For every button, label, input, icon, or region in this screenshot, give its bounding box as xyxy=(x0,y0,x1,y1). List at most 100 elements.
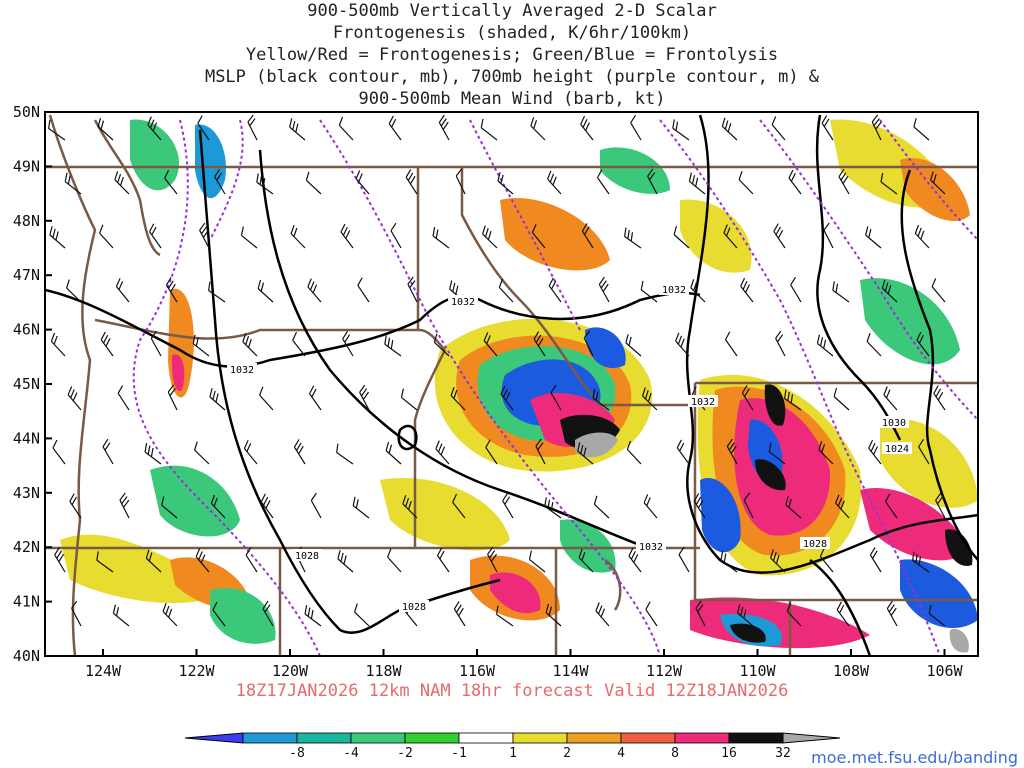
wind-barb xyxy=(545,603,562,627)
wind-barb xyxy=(69,493,82,519)
svg-text:1028: 1028 xyxy=(295,551,319,562)
height-contour xyxy=(319,119,661,656)
height-contour xyxy=(132,119,321,656)
wind-barb xyxy=(452,493,466,519)
wind-barb xyxy=(450,386,466,411)
wind-barb xyxy=(688,172,706,195)
wind-barb xyxy=(352,496,370,519)
longitude-label: 108W xyxy=(833,662,870,680)
colorbar-swatch xyxy=(566,732,622,744)
wind-barb xyxy=(502,492,514,519)
wind-barb xyxy=(500,385,514,411)
colorbar-label: 4 xyxy=(617,746,625,761)
wind-barb xyxy=(384,335,402,357)
colorbar-label: -1 xyxy=(451,746,467,761)
wind-barb xyxy=(645,601,658,627)
wind-barb xyxy=(357,277,370,303)
wind-barb xyxy=(869,547,882,573)
wind-barb xyxy=(693,493,706,519)
wind-barb xyxy=(199,222,210,249)
wind-barb xyxy=(885,493,898,519)
contour-label: 1032 xyxy=(636,540,666,553)
wind-barb xyxy=(544,497,562,519)
wind-barb xyxy=(786,602,802,627)
wind-barb xyxy=(195,548,210,573)
wind-barb xyxy=(243,440,258,465)
wind-barb xyxy=(535,438,546,465)
shade-wy-black2 xyxy=(755,459,786,491)
height-contour xyxy=(469,119,581,331)
wind-barb xyxy=(931,278,946,303)
coastline xyxy=(48,114,97,656)
wind-barb xyxy=(672,119,690,141)
wind-barb xyxy=(71,600,82,627)
credit-link[interactable]: moe.met.fsu.edu/banding xyxy=(811,748,1018,767)
wind-barb xyxy=(161,496,178,519)
wind-barb xyxy=(194,441,210,465)
wind-barb xyxy=(721,117,738,141)
wind-barb xyxy=(773,223,786,249)
wind-barb xyxy=(52,439,66,465)
contour-label: 1028 xyxy=(292,549,322,562)
wind-barb xyxy=(935,492,946,519)
wind-barb xyxy=(402,495,418,519)
wind-barb xyxy=(307,278,322,303)
wind-barb xyxy=(743,492,754,519)
wind-barb xyxy=(592,389,610,411)
colorbar-swatch xyxy=(404,732,460,744)
wind-barb xyxy=(388,115,402,141)
wind-barb xyxy=(823,222,834,249)
contour-label: 1032 xyxy=(448,295,478,308)
wind-barb xyxy=(259,386,274,411)
contour-label: 1024 xyxy=(882,442,912,455)
wind-barb xyxy=(144,443,162,465)
wind-barb xyxy=(581,223,594,249)
wind-barb xyxy=(740,277,754,303)
mslp-contour xyxy=(397,424,418,451)
wind-barb xyxy=(49,226,66,249)
wind-barb xyxy=(385,441,402,465)
wind-barb xyxy=(310,492,322,519)
wind-barb xyxy=(673,225,690,249)
shade-cascade-red xyxy=(172,354,185,391)
wind-barb xyxy=(930,171,946,195)
longitude-label: 114W xyxy=(552,662,589,680)
latitude-label: 41N xyxy=(13,593,40,611)
latitude-axis: 50N 49N 48N 47N 46N 45N 44N 43N 42N 41N 40N xyxy=(13,103,52,665)
wind-barb xyxy=(162,602,178,627)
wind-barb xyxy=(880,173,898,195)
colorbar-swatch xyxy=(458,732,514,744)
colorbar-high-arrow xyxy=(782,732,841,744)
svg-text:1032: 1032 xyxy=(691,397,715,408)
wind-barb xyxy=(400,388,418,411)
wind-barb xyxy=(723,224,738,249)
mslp-contour xyxy=(900,169,978,561)
wind-barb xyxy=(304,605,322,627)
wind-barb xyxy=(933,385,946,411)
longitude-axis: 124W 122W 120W 118W 116W 114W 112W 110W 108W 106W xyxy=(85,649,964,680)
wind-barb xyxy=(838,168,850,195)
wind-barb xyxy=(262,600,274,627)
svg-text:1032: 1032 xyxy=(230,365,254,376)
colorbar-swatch xyxy=(512,732,568,744)
wind-barb xyxy=(292,331,306,357)
wind-barb xyxy=(583,330,594,357)
wind-barb xyxy=(48,119,66,141)
colorbar-label: 16 xyxy=(721,746,737,761)
colorbar-label: -2 xyxy=(397,746,413,761)
wind-barb xyxy=(785,496,802,519)
shade-ut-yellow xyxy=(380,478,510,551)
wind-barb xyxy=(293,439,306,465)
wind-barb xyxy=(547,170,562,195)
wind-barb xyxy=(626,440,642,465)
latitude-label: 44N xyxy=(13,429,40,447)
wind-barb xyxy=(390,222,402,249)
wind-barb xyxy=(214,168,226,195)
latitude-label: 50N xyxy=(13,103,40,121)
title-line-1: 900-500mb Vertically Averaged 2-D Scalar xyxy=(307,1,717,21)
colorbar-low-arrow xyxy=(184,732,244,744)
svg-text:1032: 1032 xyxy=(662,285,686,296)
colorbar-label: 1 xyxy=(509,746,517,761)
svg-text:1032: 1032 xyxy=(639,542,663,553)
wind-barb xyxy=(212,601,226,627)
